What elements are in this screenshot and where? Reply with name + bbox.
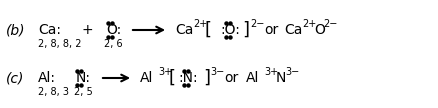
Text: 2−: 2− <box>250 19 265 29</box>
Text: [: [ <box>204 21 211 39</box>
Text: N: N <box>276 71 286 85</box>
Text: 3+: 3+ <box>264 67 278 77</box>
Text: (b): (b) <box>6 23 25 37</box>
Text: Ca: Ca <box>284 23 302 37</box>
Text: 2+: 2+ <box>193 19 207 29</box>
Text: 2−: 2− <box>323 19 337 29</box>
Text: Al:: Al: <box>38 71 56 85</box>
Text: Al: Al <box>246 71 259 85</box>
Text: 2, 8, 3: 2, 8, 3 <box>38 87 69 97</box>
Text: :O:: :O: <box>220 23 240 37</box>
Text: Ca:: Ca: <box>38 23 61 37</box>
Text: +: + <box>81 23 93 37</box>
Text: ]: ] <box>203 69 210 87</box>
Text: 3−: 3− <box>285 67 299 77</box>
Text: ]: ] <box>242 21 249 39</box>
Text: Al: Al <box>140 71 153 85</box>
Text: (c): (c) <box>6 71 25 85</box>
Text: 3−: 3− <box>210 67 224 77</box>
Text: Ca: Ca <box>175 23 193 37</box>
Text: N:: N: <box>76 71 91 85</box>
Text: 2, 6: 2, 6 <box>104 39 123 49</box>
Text: 2, 8, 8, 2: 2, 8, 8, 2 <box>38 39 81 49</box>
Text: 3+: 3+ <box>158 67 172 77</box>
Text: 2+: 2+ <box>302 19 316 29</box>
Text: 2, 5: 2, 5 <box>74 87 93 97</box>
Text: O:: O: <box>106 23 121 37</box>
Text: or: or <box>264 23 278 37</box>
Text: or: or <box>224 71 238 85</box>
Text: O: O <box>314 23 325 37</box>
Text: :N:: :N: <box>178 71 198 85</box>
Text: [: [ <box>169 69 176 87</box>
